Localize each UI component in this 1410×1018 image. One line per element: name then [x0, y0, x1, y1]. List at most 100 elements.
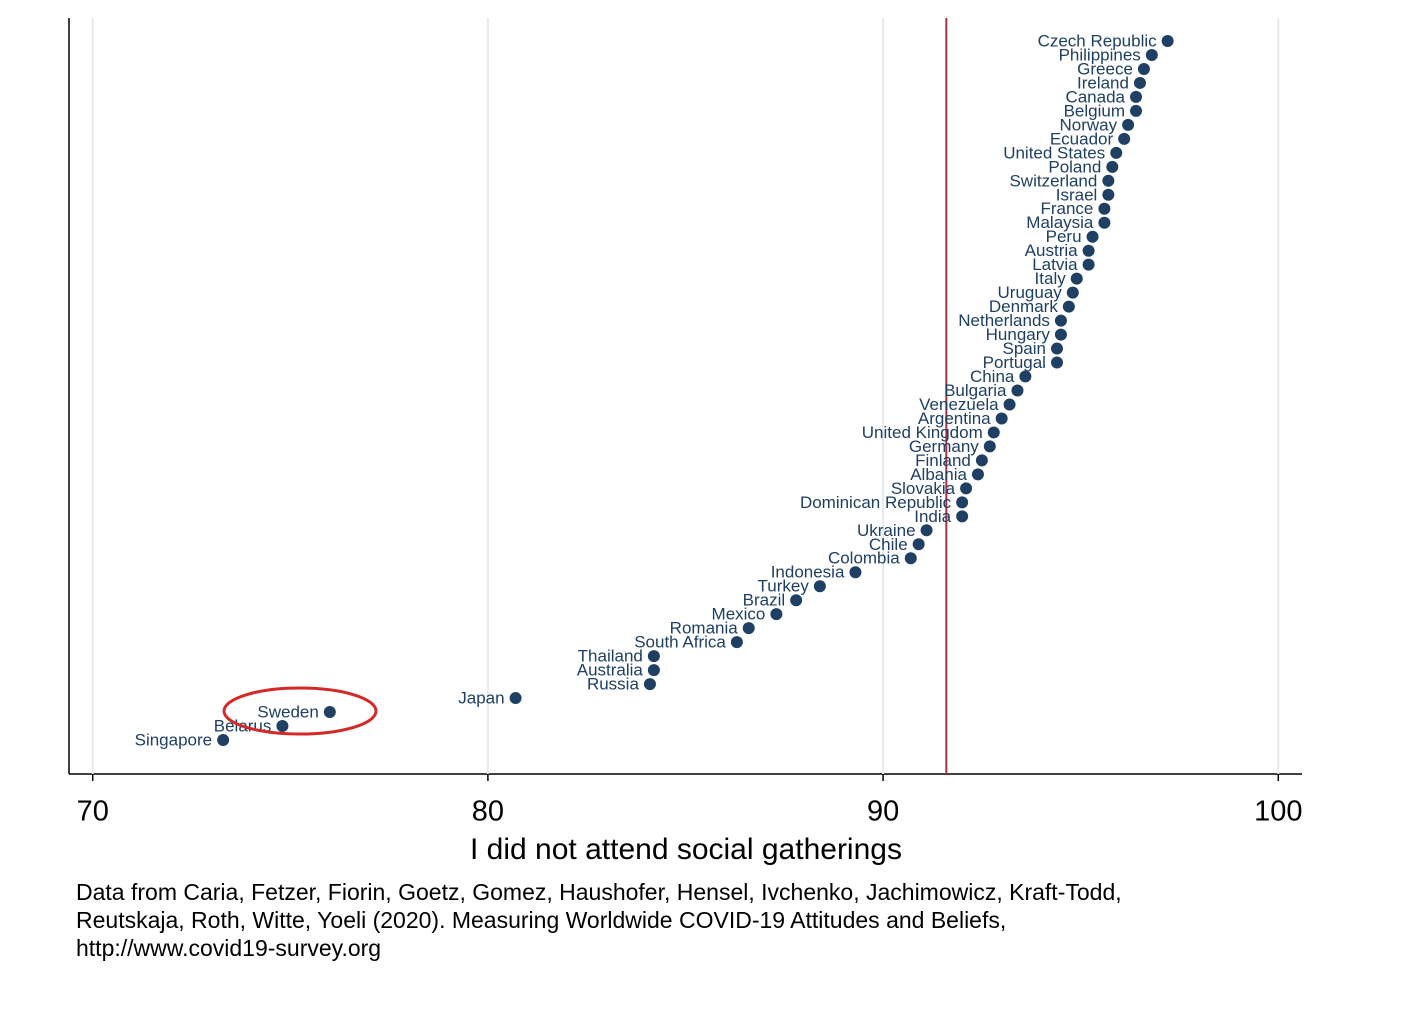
dot — [1019, 370, 1032, 383]
dot — [956, 510, 969, 523]
dot — [1050, 356, 1063, 369]
dot — [975, 454, 988, 467]
dot — [971, 468, 984, 481]
point-label: Czech Republic — [1038, 31, 1158, 50]
point-label: Peru — [1046, 227, 1082, 246]
point-label: Spain — [1002, 339, 1045, 358]
point-label: Canada — [1065, 87, 1125, 106]
point-label: Portugal — [983, 353, 1046, 372]
dot — [1122, 118, 1135, 131]
point-label: Israel — [1056, 185, 1098, 204]
dot — [770, 608, 783, 621]
point-label: Greece — [1077, 59, 1133, 78]
dot — [1082, 258, 1095, 271]
dot — [1054, 314, 1067, 327]
point-label: France — [1040, 199, 1093, 218]
dot — [647, 650, 660, 663]
dot — [920, 524, 933, 537]
point-label: Denmark — [989, 297, 1058, 316]
dot — [912, 538, 925, 551]
point-label: Turkey — [758, 577, 810, 596]
x-tick-label: 70 — [77, 796, 109, 828]
dot — [1054, 328, 1067, 341]
point-label: Finland — [915, 451, 971, 470]
dot — [1137, 62, 1150, 75]
point-label: Romania — [670, 619, 739, 638]
point-label: Norway — [1059, 115, 1117, 134]
dot — [730, 636, 743, 649]
dot — [1003, 398, 1016, 411]
dot — [217, 734, 230, 746]
dot — [276, 720, 289, 733]
point-label: Chile — [869, 535, 908, 554]
note: Data from Caria, Fetzer, Fiorin, Goetz, … — [76, 879, 1122, 905]
point-label: Uruguay — [998, 283, 1063, 302]
point-label: Hungary — [986, 325, 1051, 344]
dot — [1130, 90, 1143, 103]
point-label: Germany — [909, 437, 979, 456]
x-tick-label: 80 — [472, 796, 504, 828]
point-label: Albania — [910, 465, 967, 484]
point-label: Philippines — [1059, 45, 1141, 64]
point-label: Malaysia — [1026, 213, 1094, 232]
point-label: Poland — [1048, 157, 1101, 176]
point-label: Sweden — [257, 703, 318, 722]
dot — [1098, 216, 1111, 229]
point-label: Slovakia — [891, 479, 956, 498]
dot — [1082, 244, 1095, 257]
point-label: Venezuela — [919, 395, 999, 414]
dot — [1062, 300, 1075, 313]
dot — [1066, 286, 1079, 299]
point-label: Ukraine — [857, 521, 916, 540]
dot — [960, 482, 973, 495]
dot — [849, 566, 862, 579]
point-label: Argentina — [918, 409, 991, 428]
dot — [647, 664, 660, 677]
dot — [1106, 160, 1119, 173]
dot — [1130, 104, 1143, 117]
point-label: South Africa — [634, 633, 726, 652]
point-label: Belgium — [1064, 101, 1125, 120]
dot — [813, 580, 826, 593]
point-label: United Kingdom — [862, 423, 983, 442]
x-axis-label: I did not attend social gatherings — [470, 833, 902, 866]
point-label: United States — [1003, 143, 1105, 162]
dot — [1133, 76, 1146, 89]
point-label: Australia — [577, 661, 644, 680]
point-label: Switzerland — [1009, 171, 1097, 190]
dot — [983, 440, 996, 453]
dot — [1145, 48, 1158, 61]
point-label: Bulgaria — [944, 381, 1007, 400]
dot — [1050, 342, 1063, 355]
note: Reutskaja, Roth, Witte, Yoeli (2020). Me… — [76, 907, 1006, 933]
point-label: Ecuador — [1050, 129, 1114, 148]
dot — [1102, 188, 1115, 201]
dot — [1070, 272, 1083, 285]
point-label: Dominican Republic — [800, 493, 952, 512]
point-label: Brazil — [743, 591, 786, 610]
dot — [987, 426, 1000, 439]
dot — [1102, 174, 1115, 187]
dot — [1098, 202, 1111, 215]
dot — [956, 496, 969, 509]
point-label: Mexico — [712, 605, 766, 624]
dot — [509, 692, 522, 705]
dot — [1110, 146, 1123, 159]
point-label: Singapore — [135, 730, 213, 749]
dot — [1011, 384, 1024, 397]
dot — [1118, 132, 1131, 145]
dot — [1086, 230, 1099, 243]
dot — [995, 412, 1008, 425]
point-label: Netherlands — [958, 311, 1050, 330]
point-label: Russia — [587, 675, 640, 694]
dot — [643, 678, 656, 691]
dot — [323, 706, 336, 719]
dot — [904, 552, 917, 565]
point-label: Colombia — [828, 549, 900, 568]
dot — [742, 622, 755, 635]
dot — [790, 594, 803, 607]
point-label: Indonesia — [771, 563, 845, 582]
point-label: Japan — [458, 689, 504, 708]
